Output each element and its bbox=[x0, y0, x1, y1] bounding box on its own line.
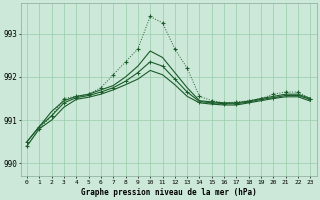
X-axis label: Graphe pression niveau de la mer (hPa): Graphe pression niveau de la mer (hPa) bbox=[81, 188, 257, 197]
